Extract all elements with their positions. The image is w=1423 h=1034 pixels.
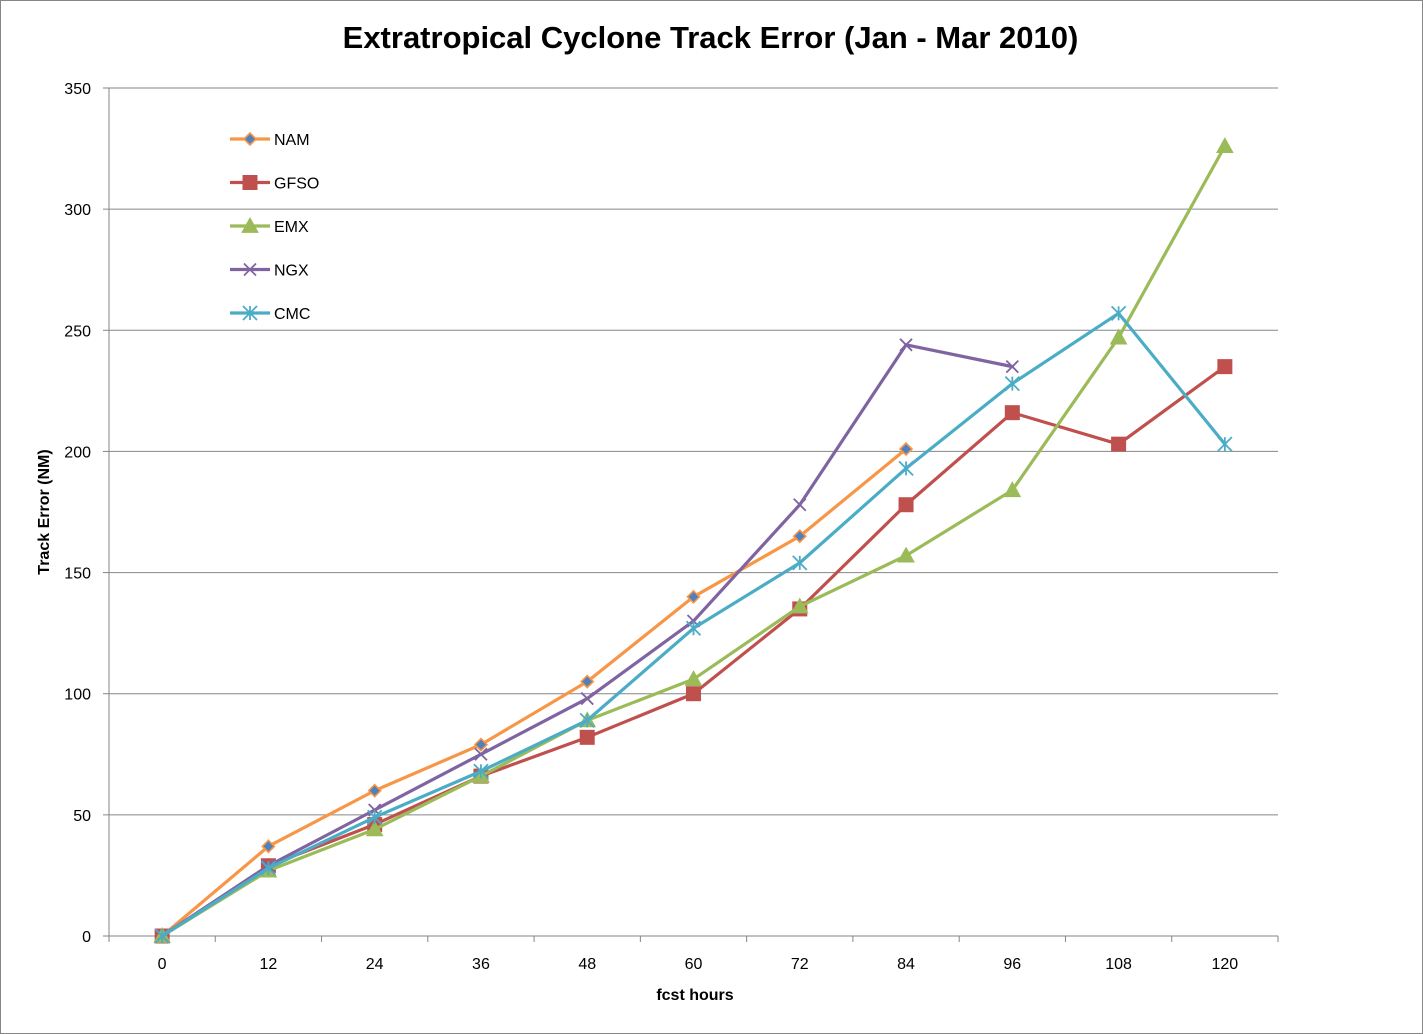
- marker-cmc: [579, 712, 595, 729]
- marker-cmc: [1110, 305, 1127, 321]
- legend-label: CMC: [274, 306, 310, 323]
- x-tick-label: 120: [1212, 956, 1239, 973]
- marker-cmc: [1217, 436, 1233, 452]
- marker-emx: [684, 670, 703, 687]
- y-tick-label: 150: [64, 566, 91, 583]
- marker-emx: [1216, 137, 1234, 154]
- marker-gfso: [242, 175, 258, 190]
- x-tick-label: 24: [366, 956, 384, 973]
- y-axis-title: Track Error (NM): [36, 449, 53, 574]
- marker-ngx: [793, 498, 807, 512]
- series-line: [160, 447, 908, 938]
- y-tick-label: 50: [73, 808, 91, 825]
- legend-item-nam: NAM: [230, 131, 310, 149]
- marker-gfso: [1217, 359, 1233, 375]
- y-tick-label: 0: [82, 929, 91, 946]
- marker-cmc: [260, 860, 277, 876]
- marker-cmc: [685, 620, 702, 636]
- y-tick-label: 200: [64, 444, 91, 461]
- series-line: [160, 343, 1014, 938]
- legend-label: EMX: [274, 219, 309, 236]
- marker-emx: [790, 597, 809, 614]
- y-tick-label: 100: [64, 687, 91, 704]
- marker-nam: [792, 529, 807, 544]
- marker-nam: [367, 783, 382, 798]
- x-tick-label: 84: [897, 956, 915, 973]
- marker-gfso: [1004, 405, 1020, 421]
- marker-ngx: [1005, 359, 1019, 374]
- marker-nam: [580, 674, 595, 689]
- marker-gfso: [898, 497, 914, 513]
- marker-nam: [898, 441, 914, 457]
- marker-cmc: [154, 928, 170, 944]
- legend-item-gfso: GFSO: [230, 175, 319, 193]
- x-tick-label: 12: [260, 956, 278, 973]
- x-tick-label: 108: [1105, 956, 1132, 973]
- marker-cmc: [792, 555, 808, 571]
- x-tick-label: 60: [685, 956, 703, 973]
- x-tick-label: 48: [578, 956, 596, 973]
- marker-emx: [1003, 481, 1022, 498]
- grid-lines: [109, 87, 1278, 816]
- marker-nam: [242, 131, 258, 147]
- y-tick-label: 350: [64, 81, 91, 98]
- x-tick-label: 0: [158, 956, 167, 973]
- legend-label: NGX: [274, 263, 309, 280]
- marker-cmc: [367, 809, 383, 825]
- marker-emx: [365, 820, 384, 837]
- marker-emx: [1109, 328, 1128, 345]
- marker-nam: [686, 589, 701, 604]
- x-tick-label: 72: [791, 956, 809, 973]
- x-tick-label: 96: [1003, 956, 1021, 973]
- series-cmc: [154, 305, 1233, 944]
- marker-nam: [261, 839, 276, 854]
- marker-nam: [473, 737, 489, 752]
- marker-cmc: [898, 460, 914, 477]
- y-tick-label: 300: [64, 202, 91, 219]
- legend-item-cmc: CMC: [230, 305, 310, 323]
- marker-gfso: [686, 686, 701, 702]
- legend-label: NAM: [274, 132, 310, 149]
- y-tick-label: 250: [64, 323, 91, 340]
- marker-cmc: [1004, 375, 1020, 392]
- marker-ngx: [474, 747, 488, 761]
- marker-gfso: [579, 729, 595, 745]
- marker-ngx: [580, 691, 594, 706]
- axes: 0 50 100 150 200 250 300 350 0 12 24 36 48 60 72 84 96 10…: [64, 81, 1279, 973]
- series-ngx: [155, 338, 1019, 943]
- marker-cmc: [242, 305, 258, 321]
- marker-ngx: [899, 338, 913, 352]
- legend-label: GFSO: [274, 176, 319, 193]
- series-lines: [153, 137, 1234, 944]
- legend: NAM GFSO EMX NGX CMC: [230, 131, 319, 323]
- legend-item-emx: EMX: [230, 216, 309, 236]
- series-gfso: [154, 359, 1233, 944]
- marker-cmc: [473, 763, 489, 779]
- x-axis-title: fcst hours: [656, 987, 733, 1004]
- chart-title: Extratropical Cyclone Track Error (Jan -…: [342, 20, 1079, 55]
- marker-gfso: [1111, 436, 1127, 452]
- marker-ngx: [243, 262, 257, 277]
- marker-emx: [897, 546, 915, 563]
- marker-emx: [241, 216, 259, 233]
- legend-item-ngx: NGX: [230, 263, 309, 280]
- x-tick-label: 36: [472, 956, 490, 973]
